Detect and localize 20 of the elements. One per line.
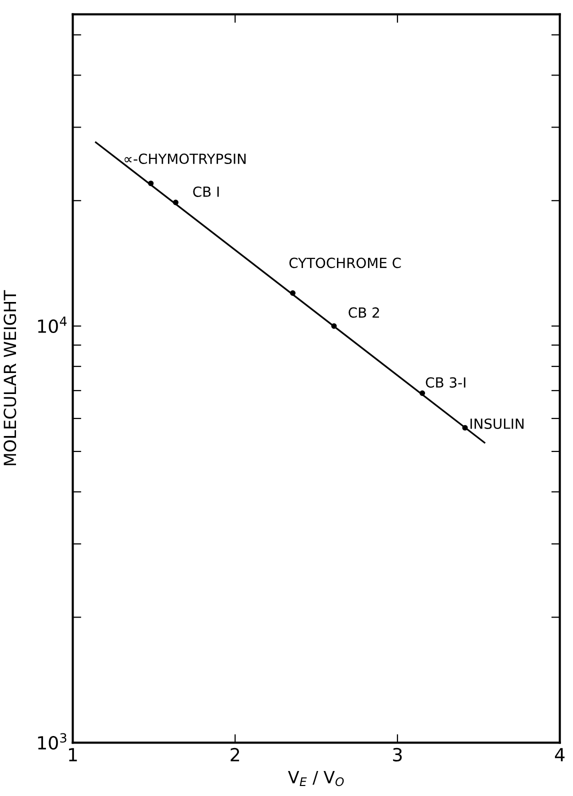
- y-tick-label: 10$^{4}$: [38, 316, 67, 334]
- y-tick-label: 10$^{3}$: [38, 733, 66, 750]
- annotation: INSULIN: [470, 418, 524, 430]
- x-tick-label: 3: [393, 748, 402, 762]
- x-tick-label: 2: [230, 748, 240, 762]
- x-tick-label: 4: [554, 748, 565, 762]
- annotation: CB I: [193, 186, 219, 197]
- point: [172, 200, 178, 206]
- point: [331, 323, 337, 329]
- y-axis-title: MOLECULAR WEIGHT: [4, 290, 16, 466]
- point: [420, 390, 426, 396]
- point: [290, 290, 296, 296]
- annotation: CB 2: [348, 307, 379, 318]
- annotation: CYTOCHROME C: [289, 258, 401, 268]
- point: [462, 424, 468, 431]
- annotation: ∝-CHYMOTRYPSIN: [124, 154, 246, 164]
- x-axis-title: V$_{E}$ / V$_{O}$: [288, 771, 344, 786]
- x-tick-label: 1: [69, 748, 77, 762]
- annotation: CB 3-I: [426, 377, 466, 388]
- point: [148, 180, 154, 186]
